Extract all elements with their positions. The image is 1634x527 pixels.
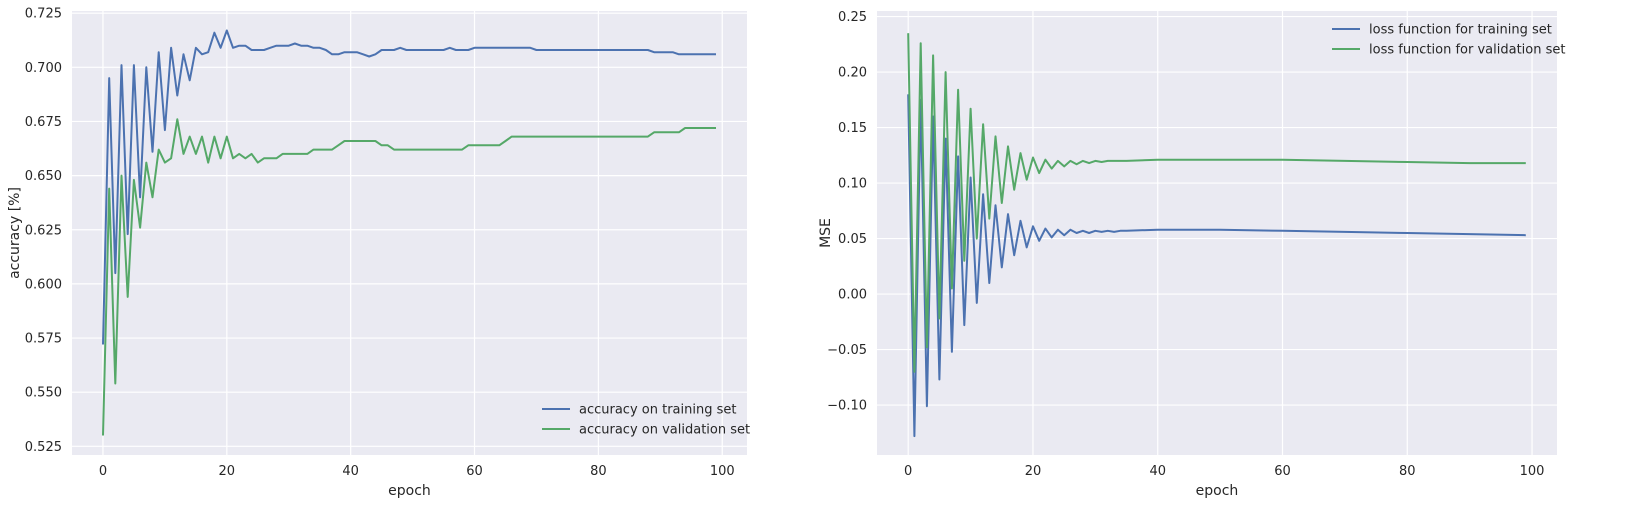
series-line-1 <box>102 29 716 345</box>
y-tick-label: 0.600 <box>25 277 62 292</box>
x-tick-label: 100 <box>710 464 735 479</box>
x-axis-label: epoch <box>388 483 431 499</box>
legend-label: loss function for validation set <box>1369 43 1566 58</box>
y-tick-label: 0.575 <box>25 332 62 347</box>
mse-chart: 0 20 40 60 80 100 −0.10 −0.05 0.00 0.05 0.10 0.15 0.… <box>818 10 1566 499</box>
series-line-2 <box>907 33 1526 373</box>
x-tick-label: 0 <box>99 464 107 479</box>
x-tick-label: 80 <box>590 464 607 479</box>
y-tick-label: 0.625 <box>25 223 62 238</box>
y-tick-label: 0.10 <box>838 177 867 192</box>
y-axis-label: MSE <box>818 218 834 248</box>
y-tick-label: 0.700 <box>25 61 62 76</box>
legend: accuracy on training set accuracy on vali… <box>542 403 750 438</box>
y-tick-label: 0.525 <box>25 440 62 455</box>
legend: loss function for training set loss funct… <box>1332 23 1566 58</box>
x-tick-label: 60 <box>466 464 483 479</box>
y-tick-label: 0.20 <box>838 66 867 81</box>
y-tick-label: 0.05 <box>838 232 867 247</box>
x-tick-label: 40 <box>342 464 359 479</box>
legend-label: accuracy on training set <box>579 403 736 418</box>
legend-label: accuracy on validation set <box>579 423 750 438</box>
series-line-1 <box>907 94 1526 438</box>
legend-label: loss function for training set <box>1369 23 1552 38</box>
x-tick-label: 80 <box>1399 464 1416 479</box>
accuracy-chart: 0 20 40 60 80 100 0.525 0.550 0.575 0.600 0.625 0.6… <box>7 7 750 499</box>
x-tick-label: 0 <box>904 464 912 479</box>
y-tick-label: 0.25 <box>838 10 867 25</box>
y-tick-label: 0.550 <box>25 386 62 401</box>
y-tick-label: −0.10 <box>827 399 867 414</box>
y-tick-label: −0.05 <box>827 343 867 358</box>
y-axis-label: accuracy [%] <box>7 187 23 279</box>
y-tick-label: 0.650 <box>25 169 62 184</box>
y-tick-label: 0.725 <box>25 7 62 22</box>
y-tick-label: 0.00 <box>838 288 867 303</box>
x-tick-label: 100 <box>1520 464 1545 479</box>
x-tick-label: 20 <box>219 464 236 479</box>
series-line-2 <box>102 118 716 436</box>
y-tick-label: 0.675 <box>25 115 62 130</box>
x-tick-label: 60 <box>1274 464 1291 479</box>
x-tick-label: 20 <box>1025 464 1042 479</box>
plot-area <box>72 11 747 455</box>
x-tick-label: 40 <box>1149 464 1166 479</box>
x-axis-label: epoch <box>1196 483 1239 499</box>
y-tick-label: 0.15 <box>838 121 867 136</box>
